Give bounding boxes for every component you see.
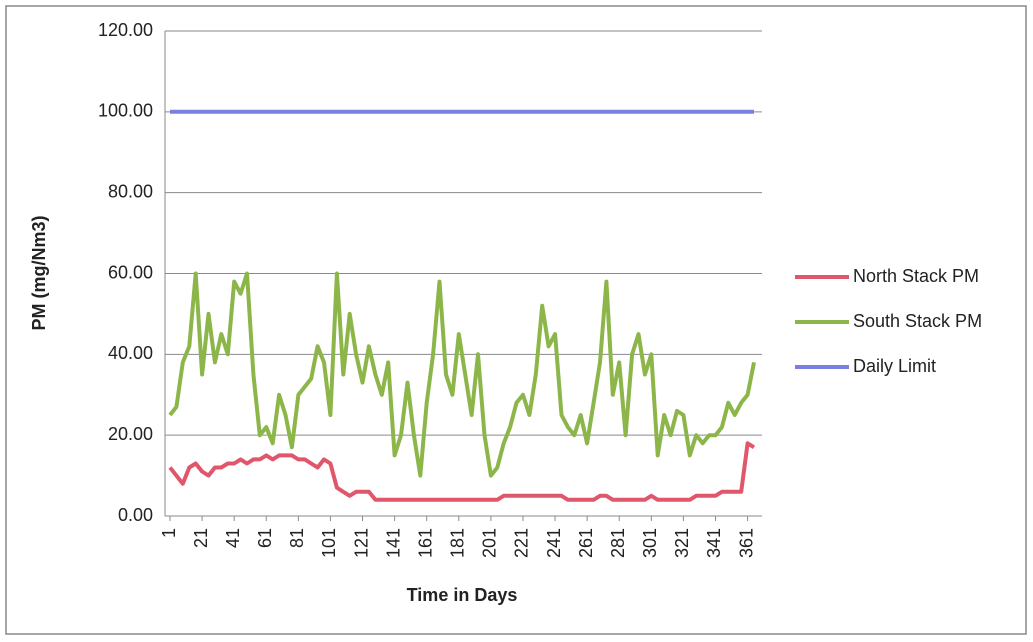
x-tick-label: 261 [576,528,596,558]
x-tick-label: 361 [736,528,756,558]
y-axis-label: PM (mg/Nm3) [29,215,49,330]
x-tick-label: 1 [159,528,179,538]
legend-label: South Stack PM [853,311,982,331]
x-tick-label: 221 [512,528,532,558]
x-tick-label: 201 [480,528,500,558]
x-tick-label: 101 [319,528,339,558]
series-line [168,441,756,502]
x-tick-label: 341 [704,528,724,558]
x-tick-label: 21 [191,528,211,548]
y-tick-label: 40.00 [108,343,153,363]
y-tick-label: 0.00 [118,505,153,525]
x-tick-label: 281 [608,528,628,558]
x-tick-label: 161 [415,528,435,558]
y-tick-label: 120.00 [98,20,153,40]
legend-label: North Stack PM [853,266,979,286]
y-tick-label: 80.00 [108,181,153,201]
x-tick-label: 121 [351,528,371,558]
x-tick-label: 41 [223,528,243,548]
x-tick-label: 61 [255,528,275,548]
x-tick-label: 301 [640,528,660,558]
x-axis-label: Time in Days [407,585,518,605]
y-tick-label: 60.00 [108,262,153,282]
x-tick-label: 141 [383,528,403,558]
x-tick-label: 321 [672,528,692,558]
x-tick-label: 181 [448,528,468,558]
legend-label: Daily Limit [853,356,936,376]
x-tick-label: 81 [287,528,307,548]
y-tick-label: 100.00 [98,101,153,121]
series-line [168,271,756,478]
x-tick-label: 241 [544,528,564,558]
y-tick-label: 20.00 [108,424,153,444]
